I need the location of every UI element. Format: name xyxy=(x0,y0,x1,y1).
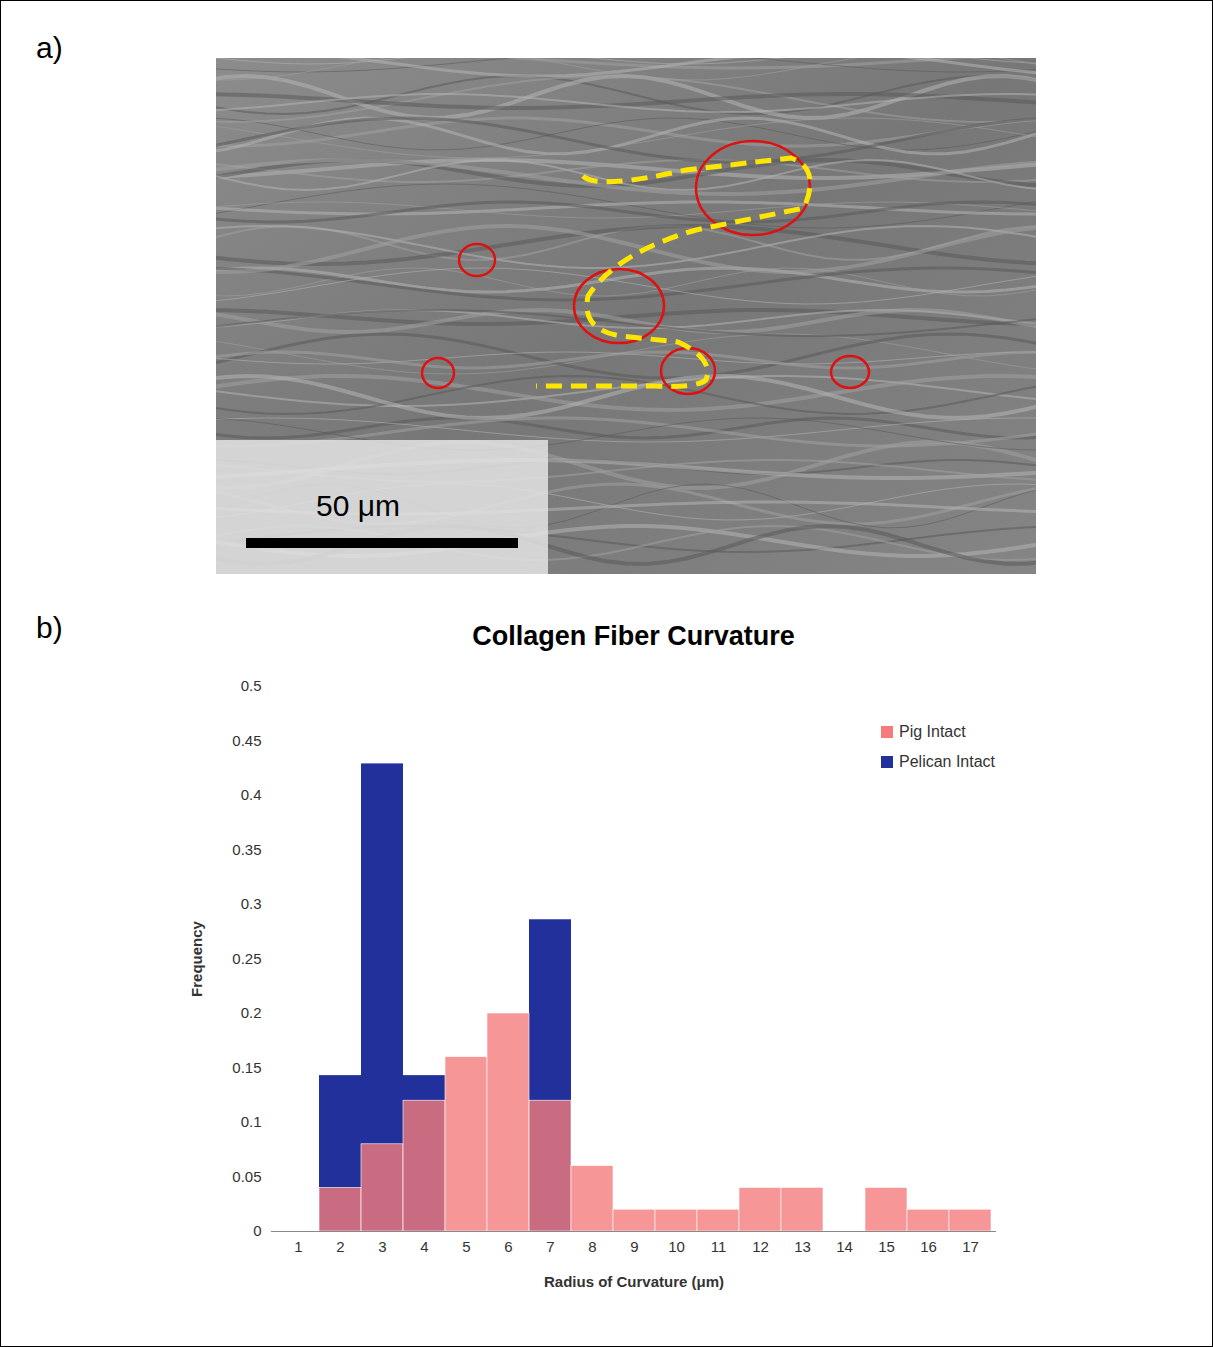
svg-text:16: 16 xyxy=(920,1238,937,1255)
svg-text:2: 2 xyxy=(336,1238,344,1255)
html-text:Collagen Fiber Curvature: Collagen Fiber Curvature xyxy=(472,621,795,651)
svg-text:1: 1 xyxy=(294,1238,302,1255)
svg-text:10: 10 xyxy=(668,1238,685,1255)
svg-text:4: 4 xyxy=(420,1238,428,1255)
svg-text:50 μm: 50 μm xyxy=(316,489,400,522)
svg-text:0: 0 xyxy=(253,1222,261,1239)
svg-text:9: 9 xyxy=(630,1238,638,1255)
svg-text:13: 13 xyxy=(794,1238,811,1255)
svg-text:0.3: 0.3 xyxy=(241,895,262,912)
svg-text:3: 3 xyxy=(378,1238,386,1255)
svg-text:0.2: 0.2 xyxy=(241,1004,262,1021)
html-text:b): b) xyxy=(36,611,63,644)
svg-text:15: 15 xyxy=(878,1238,895,1255)
html-text:Pelican Intact: Pelican Intact xyxy=(899,753,996,770)
svg-text:0.15: 0.15 xyxy=(232,1059,261,1076)
svg-text:11: 11 xyxy=(711,1238,727,1255)
svg-text:Radius of Curvature (μm): Radius of Curvature (μm) xyxy=(544,1273,724,1290)
svg-text:0.35: 0.35 xyxy=(232,841,261,858)
svg-text:0.1: 0.1 xyxy=(241,1113,262,1130)
svg-text:0.25: 0.25 xyxy=(232,950,261,967)
svg-text:5: 5 xyxy=(462,1238,470,1255)
svg-text:8: 8 xyxy=(588,1238,596,1255)
svg-text:14: 14 xyxy=(836,1238,853,1255)
svg-text:17: 17 xyxy=(962,1238,979,1255)
svg-text:0.45: 0.45 xyxy=(232,732,261,749)
svg-text:7: 7 xyxy=(546,1238,554,1255)
svg-text:0.4: 0.4 xyxy=(241,786,262,803)
html-text:a): a) xyxy=(36,31,63,64)
svg-text:6: 6 xyxy=(504,1238,512,1255)
svg-text:Frequency: Frequency xyxy=(188,920,205,997)
svg-text:0.5: 0.5 xyxy=(241,677,262,694)
html-text:Pig Intact: Pig Intact xyxy=(899,723,966,740)
svg-text:0.05: 0.05 xyxy=(232,1168,261,1185)
svg-text:12: 12 xyxy=(752,1238,769,1255)
